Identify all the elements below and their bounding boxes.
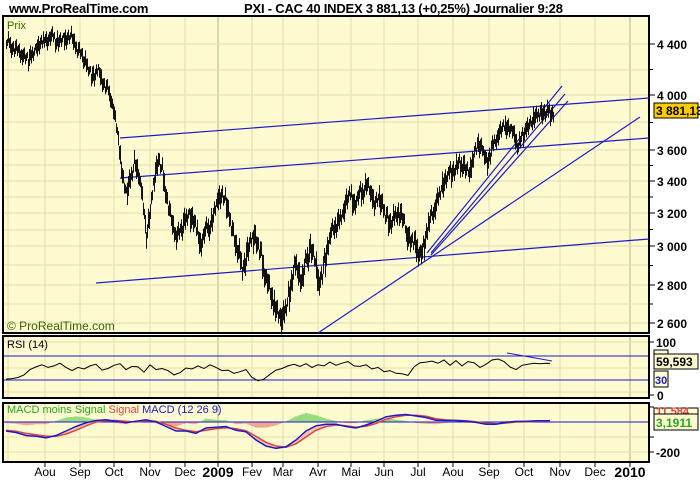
- x-tick-label: Avr: [309, 465, 327, 479]
- last-price-badge: 3 881,13: [653, 102, 700, 119]
- rsi-tick-0: 0: [657, 389, 664, 403]
- price-panel-label: Prix: [7, 20, 26, 32]
- rsi-y-axis: 100 0 30 59,593: [649, 336, 699, 403]
- x-axis: Aou Sep Oct Nov Dec 2009 Fev Mar Avr Mai Jun Jul Aou…: [34, 462, 646, 480]
- macd-series: [5, 413, 551, 450]
- x-tick-label: Nov: [549, 465, 570, 479]
- rsi-level-30-label: 30: [655, 375, 667, 387]
- price-tick: 3 000: [657, 240, 687, 254]
- macd-y-axis: -200 11,584 3,1911: [649, 406, 699, 460]
- x-tick-label: Aou: [442, 465, 463, 479]
- rsi-panel: RSI (14) 100 0 30 59,593: [2, 335, 699, 403]
- x-tick-label: Sep: [69, 465, 91, 479]
- rsi-panel-label: RSI (14): [7, 339, 48, 351]
- x-tick-label: Sep: [478, 465, 500, 479]
- macd-panel: MACD moins Signal Signal MACD (12 26 9) …: [2, 402, 699, 463]
- price-tick: 3 400: [657, 175, 687, 189]
- price-panel: Prix © ProRealTime.com 2 600 2 800 3 000 3 …: [2, 15, 700, 335]
- price-series: [6, 25, 554, 335]
- price-tick: 3 600: [657, 144, 687, 158]
- macd-last-value: 3,1911: [656, 416, 692, 430]
- x-tick-label: Mai: [341, 465, 360, 479]
- x-tick-label: 2009: [202, 464, 233, 480]
- x-tick-label: Dec: [584, 465, 605, 479]
- macd-tick-neg200: -200: [656, 446, 680, 460]
- rsi-grid: [4, 337, 648, 397]
- site-title[interactable]: www.ProRealTime.com: [9, 1, 149, 16]
- rsi-last-value: 59,593: [656, 355, 693, 369]
- price-tick: 4 400: [657, 38, 687, 52]
- legend-macd: MACD (12 26 9): [142, 404, 221, 416]
- last-price-value: 3 881,13: [656, 104, 700, 118]
- chart-title: PXI - CAC 40 INDEX 3 881,13 (+0,25%) Jou…: [244, 1, 563, 16]
- x-tick-label: Jul: [410, 465, 425, 479]
- price-tick: 4 000: [657, 89, 687, 103]
- x-tick-label: Nov: [139, 465, 160, 479]
- watermark: © ProRealTime.com: [7, 319, 115, 333]
- legend-signal: Signal: [108, 404, 139, 416]
- rsi-series: [5, 352, 553, 382]
- x-tick-label: Oct: [105, 465, 124, 479]
- x-tick-label: 2010: [614, 464, 645, 480]
- x-tick-label: Mar: [273, 465, 294, 479]
- legend-macd-minus-signal: MACD moins Signal: [7, 404, 105, 416]
- macd-grid: [4, 404, 648, 461]
- x-tick-label: Dec: [174, 465, 195, 479]
- x-tick-label: Fev: [242, 465, 262, 479]
- x-tick-label: Aou: [34, 465, 55, 479]
- x-tick-label: Oct: [515, 465, 534, 479]
- price-y-axis: 2 600 2 800 3 000 3 200 3 400 3 600 4 000 4 400: [649, 38, 687, 331]
- price-tick: 2 800: [657, 279, 687, 293]
- x-tick-label: Jun: [374, 465, 393, 479]
- price-tick: 3 200: [657, 207, 687, 221]
- price-tick: 2 600: [657, 317, 687, 331]
- rsi-tick-100: 100: [656, 336, 676, 350]
- macd-legend: MACD moins Signal Signal MACD (12 26 9): [7, 404, 222, 416]
